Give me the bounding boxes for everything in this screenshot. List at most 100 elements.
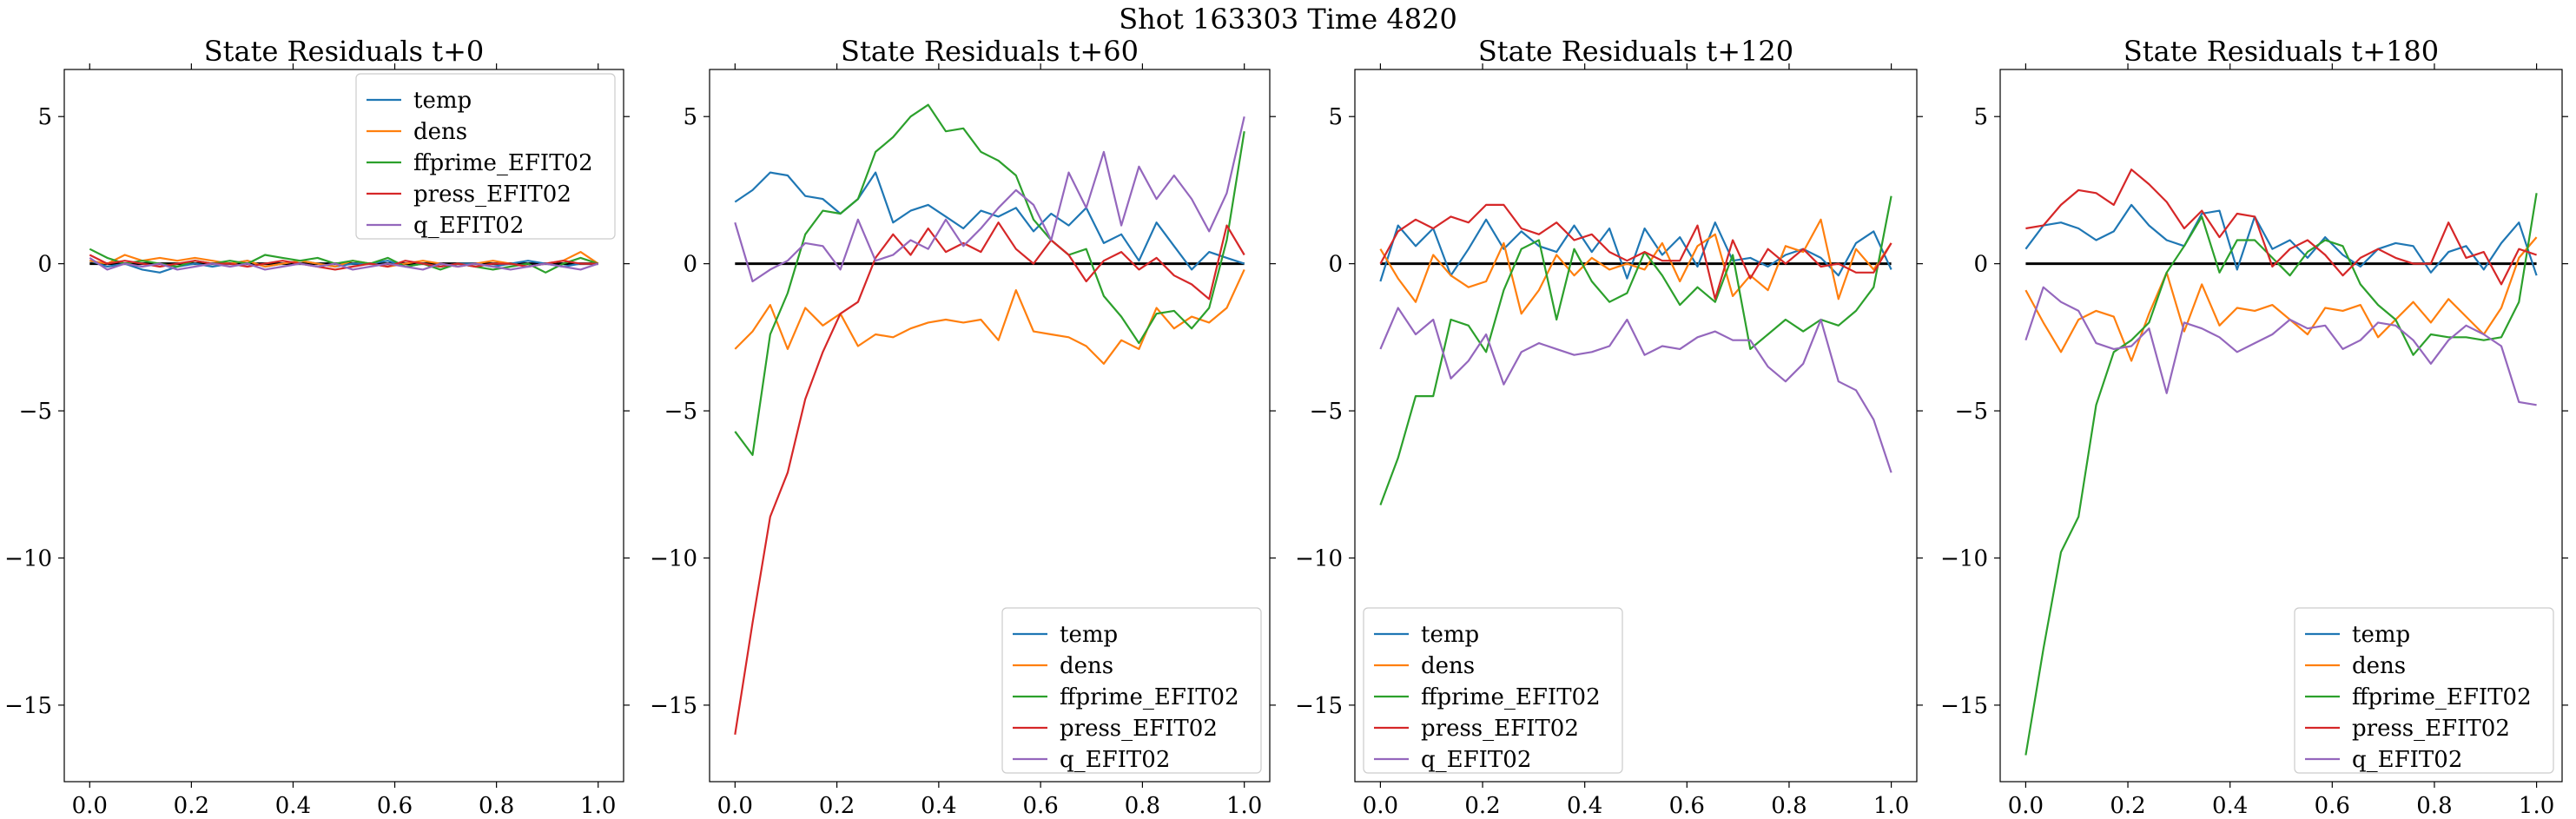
axes-frame	[1999, 69, 2563, 783]
x-tick-label: 0.0	[2008, 793, 2044, 819]
y-tick-label: −10	[1295, 545, 1343, 571]
x-tick-label: 1.0	[580, 793, 616, 819]
legend-label: dens	[1421, 653, 1475, 679]
y-tick-label: −10	[1940, 545, 1988, 571]
x-tick-label: 1.0	[2519, 793, 2554, 819]
subplot-title: State Residuals t+0	[204, 35, 485, 68]
y-tick-label: 5	[37, 104, 52, 130]
x-tick-label: 0.8	[1771, 793, 1807, 819]
legend-frame	[1363, 607, 1623, 774]
x-tick-label: 0.2	[2110, 793, 2145, 819]
y-tick-label: 0	[37, 252, 52, 278]
subplot-3: State Residuals t+120 0.0 0.2 0.4 0.6 0.8 1.0 5…	[1295, 35, 1923, 819]
subplot-1: State Residuals t+0 0.0 0.2 0.4 0.6 0.8 1.0 5 0 −…	[4, 35, 630, 819]
legend: temp dens ffprime_EFIT02 press_EFIT02 q_EFIT…	[1001, 607, 1262, 774]
y-tick-label: −5	[664, 399, 697, 425]
x-tick-label: 0.6	[1669, 793, 1705, 819]
series-line-temp	[734, 171, 1245, 271]
y-tick-label: −15	[1940, 693, 1988, 719]
x-tick-label: 1.0	[1873, 793, 1909, 819]
legend: temp dens ffprime_EFIT02 press_EFIT02 q_EFIT…	[2294, 607, 2554, 774]
legend-label: ffprime_EFIT02	[2352, 684, 2532, 710]
legend-frame	[355, 73, 616, 240]
subplot-title: State Residuals t+120	[1478, 35, 1793, 68]
legend-label: dens	[413, 119, 467, 145]
legend-label: q_EFIT02	[413, 213, 524, 239]
series-line-ffprime_efit02	[734, 103, 1245, 457]
x-tick-label: 0.8	[2416, 793, 2452, 819]
legend-label: press_EFIT02	[2352, 716, 2510, 742]
series-line-temp	[2024, 203, 2538, 276]
legend-label: dens	[1060, 653, 1113, 679]
legend-label: press_EFIT02	[413, 182, 571, 208]
x-tick-label: 0.6	[377, 793, 413, 819]
legend-label: press_EFIT02	[1060, 716, 1218, 742]
legend-label: dens	[2352, 653, 2406, 679]
x-tick-label: 0.2	[174, 793, 209, 819]
subplot-title: State Residuals t+180	[2124, 35, 2439, 68]
x-tick-label: 0.8	[1125, 793, 1160, 819]
x-tick-label: 0.4	[275, 793, 311, 819]
x-tick-label: 0.6	[2315, 793, 2350, 819]
series-line-ffprime_efit02	[1379, 195, 1892, 505]
y-tick-label: 5	[1973, 104, 1988, 130]
series-line-press_efit02	[734, 221, 1245, 735]
axes-frame	[63, 69, 624, 783]
series-line-q_efit02	[1379, 307, 1892, 473]
axes-frame	[709, 69, 1271, 783]
legend-label: temp	[1060, 622, 1118, 648]
series-line-q_efit02	[2024, 286, 2537, 406]
y-tick-label: 0	[1328, 252, 1343, 278]
y-tick-label: −15	[1295, 693, 1343, 719]
series-line-ffprime_efit02	[89, 248, 599, 274]
x-tick-label: 0.4	[1567, 793, 1602, 819]
legend-label: q_EFIT02	[2352, 747, 2462, 773]
y-tick-label: 0	[683, 252, 697, 278]
x-tick-label: 0.4	[2212, 793, 2248, 819]
x-tick-label: 0.0	[1363, 793, 1398, 819]
legend: temp dens ffprime_EFIT02 press_EFIT02 q_EFIT…	[355, 73, 616, 240]
legend-label: temp	[413, 88, 472, 114]
legend-label: press_EFIT02	[1421, 716, 1579, 742]
legend: temp dens ffprime_EFIT02 press_EFIT02 q_EFIT…	[1363, 607, 1623, 774]
subplot-4: State Residuals t+180 0.0 0.2 0.4 0.6 0.8 1.0 5…	[1940, 35, 2568, 819]
y-tick-label: 0	[1973, 252, 1988, 278]
x-tick-label: 0.4	[921, 793, 956, 819]
x-tick-label: 0.8	[479, 793, 514, 819]
legend-frame	[1001, 607, 1262, 774]
y-tick-label: −15	[650, 693, 697, 719]
series-line-temp	[1379, 218, 1892, 282]
series-line-dens	[734, 268, 1245, 365]
x-tick-label: 1.0	[1226, 793, 1262, 819]
legend-label: temp	[2352, 622, 2410, 648]
legend-label: ffprime_EFIT02	[1421, 684, 1601, 710]
y-tick-label: −10	[4, 545, 52, 571]
y-tick-label: 5	[683, 104, 697, 130]
legend-label: q_EFIT02	[1060, 747, 1170, 773]
y-tick-label: −5	[1310, 399, 1343, 425]
series-line-dens	[2024, 236, 2538, 362]
series-line-press_efit02	[1379, 203, 1892, 301]
subplot-2: State Residuals t+60 0.0 0.2 0.4 0.6 0.8 1.0 5 0…	[650, 35, 1276, 819]
y-tick-label: −10	[650, 545, 697, 571]
series-line-press_efit02	[89, 254, 598, 271]
x-tick-label: 0.2	[819, 793, 855, 819]
y-tick-label: −5	[1955, 399, 1988, 425]
series-line-q_efit02	[89, 256, 599, 271]
x-tick-label: 0.0	[72, 793, 108, 819]
series-line-press_efit02	[2025, 168, 2537, 286]
legend-label: temp	[1421, 622, 1479, 648]
x-tick-label: 0.6	[1022, 793, 1058, 819]
series-line-dens	[1379, 218, 1892, 315]
series-line-q_efit02	[734, 116, 1245, 283]
legend-label: q_EFIT02	[1421, 747, 1531, 773]
y-tick-label: −5	[19, 399, 52, 425]
x-tick-label: 0.0	[717, 793, 753, 819]
y-tick-label: −15	[4, 693, 52, 719]
subplot-title: State Residuals t+60	[841, 35, 1139, 68]
axes-frame	[1354, 69, 1918, 783]
legend-label: ffprime_EFIT02	[413, 150, 593, 176]
legend-label: ffprime_EFIT02	[1060, 684, 1239, 710]
figure-suptitle: Shot 163303 Time 4820	[1119, 3, 1457, 36]
